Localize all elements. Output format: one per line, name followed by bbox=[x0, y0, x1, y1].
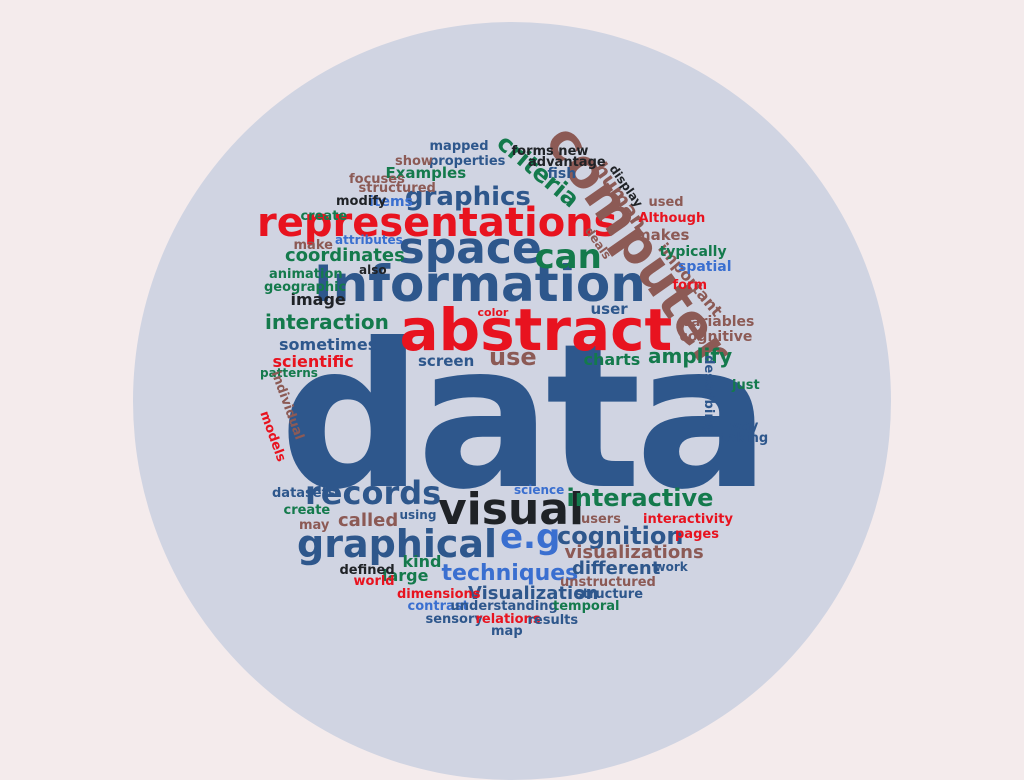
cloud-word: results bbox=[527, 612, 579, 628]
cloud-word: large bbox=[382, 566, 429, 585]
cloud-word: interactive bbox=[566, 484, 714, 512]
cloud-word: interaction bbox=[265, 310, 389, 334]
cloud-word: Examples bbox=[385, 163, 467, 182]
cloud-word: cognitive bbox=[679, 329, 753, 345]
cloud-word: structure bbox=[575, 586, 644, 602]
cloud-word: typically bbox=[659, 244, 727, 260]
cloud-word: spatial bbox=[678, 259, 732, 275]
cloud-word: e.g bbox=[500, 517, 561, 557]
cloud-word: way bbox=[729, 418, 759, 434]
cloud-word: scientific bbox=[272, 352, 354, 371]
cloud-word: different bbox=[572, 558, 661, 579]
cloud-word: Although bbox=[638, 210, 706, 226]
cloud-word: unstructured bbox=[560, 574, 656, 590]
cloud-word: records bbox=[305, 474, 442, 512]
cloud-word: data bbox=[279, 301, 771, 534]
cloud-word: using bbox=[399, 508, 437, 522]
cloud-word: make bbox=[293, 237, 333, 253]
cloud-word: items bbox=[369, 194, 413, 210]
cloud-word: may bbox=[299, 517, 330, 533]
cloud-word: show bbox=[395, 153, 433, 169]
cloud-word: space bbox=[398, 223, 542, 274]
cloud-word: modify bbox=[336, 193, 387, 209]
cloud-word: visualizations bbox=[564, 542, 704, 563]
cloud-background-circle bbox=[133, 22, 891, 780]
cloud-word: dimensions bbox=[397, 586, 481, 602]
cloud-word: work bbox=[654, 560, 688, 574]
cloud-word: sensory bbox=[425, 611, 483, 627]
cloud-word: variables bbox=[682, 314, 755, 330]
cloud-word: fish bbox=[547, 166, 577, 182]
cloud-word: focuses bbox=[349, 171, 405, 187]
cloud-word: create bbox=[300, 208, 348, 224]
cloud-word: create bbox=[283, 502, 331, 518]
cloud-word: also bbox=[359, 263, 387, 277]
cloud-word: structured bbox=[358, 180, 436, 196]
cloud-word: forms new bbox=[511, 143, 589, 159]
cloud-word: sometimes bbox=[279, 335, 378, 354]
cloud-word: attributes bbox=[335, 233, 403, 247]
cloud-word: users bbox=[581, 511, 621, 527]
cloud-word: relations bbox=[475, 611, 541, 627]
cloud-word: pages bbox=[675, 526, 719, 542]
cloud-word: graphics bbox=[405, 182, 531, 212]
cloud-word: geographic bbox=[264, 279, 347, 295]
cloud-word: understanding bbox=[450, 598, 558, 614]
cloud-word: advantage bbox=[528, 154, 606, 170]
cloud-word: patterns bbox=[260, 366, 318, 380]
cloud-word: just bbox=[732, 377, 760, 393]
cloud-word: called bbox=[338, 510, 399, 531]
cloud-word: world bbox=[353, 573, 395, 589]
cloud-word: visual bbox=[438, 484, 585, 535]
cloud-word: science bbox=[514, 483, 565, 497]
cloud-word: properties bbox=[429, 153, 506, 169]
cloud-word: taking bbox=[721, 430, 769, 446]
cloud-word: Information bbox=[314, 255, 646, 313]
cloud-word: mapped bbox=[429, 138, 489, 154]
cloud-word: used bbox=[648, 194, 684, 210]
cloud-word: datasets bbox=[272, 485, 336, 501]
cloud-word: techniques bbox=[441, 561, 579, 586]
cloud-word: Visualization bbox=[468, 583, 599, 604]
cloud-word: kind bbox=[402, 552, 442, 571]
cloud-word: interactivity bbox=[643, 511, 733, 527]
cloud-word: abstract bbox=[399, 296, 673, 364]
cloud-word: animation bbox=[269, 266, 343, 282]
cloud-word: user bbox=[590, 299, 628, 318]
cloud-word: use bbox=[489, 343, 537, 371]
cloud-word: color bbox=[477, 305, 509, 319]
cloud-word: coordinates bbox=[285, 245, 405, 266]
cloud-word: can bbox=[534, 237, 602, 277]
cloud-word: amplify bbox=[648, 344, 733, 368]
cloud-word: form bbox=[672, 277, 708, 293]
cloud-word: cognition bbox=[557, 522, 684, 550]
cloud-word: contrast bbox=[407, 598, 469, 614]
cloud-word: graphical bbox=[297, 522, 498, 566]
cloud-word: temporal bbox=[553, 598, 620, 614]
cloud-word: charts bbox=[583, 350, 641, 369]
cloud-word: representations bbox=[257, 200, 618, 246]
cloud-word: map bbox=[491, 623, 523, 639]
cloud-word: screen bbox=[418, 351, 475, 370]
cloud-word: defined bbox=[339, 562, 395, 578]
cloud-word: image bbox=[290, 290, 346, 309]
cloud-word: makes bbox=[635, 225, 690, 244]
cloud-word: describing bbox=[700, 354, 716, 432]
